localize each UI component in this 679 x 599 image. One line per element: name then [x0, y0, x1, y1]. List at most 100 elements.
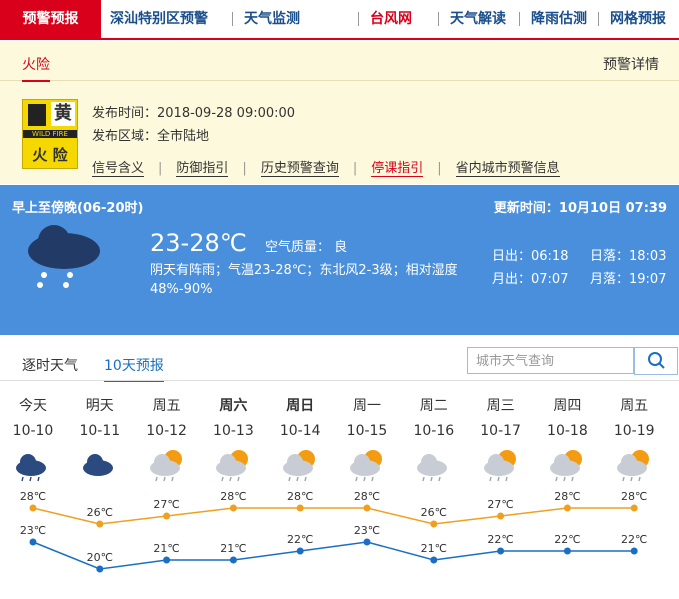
lows-label: 23℃	[20, 524, 46, 537]
separator	[232, 12, 233, 26]
warning-link[interactable]: 停课指引	[371, 161, 424, 177]
lows-label: 21℃	[153, 542, 179, 555]
weekday: 周五	[152, 398, 181, 414]
highs-point	[296, 504, 304, 512]
weather-icon	[416, 454, 447, 482]
air-quality: 空气质量： 良	[265, 240, 348, 255]
temp-chart: 28℃ 26℃ 27℃ 28℃ 28℃ 28℃ 26℃ 27℃ 28℃ 28℃ 23℃ 20℃ 21℃ 2…	[20, 490, 647, 573]
lows-point	[96, 565, 104, 573]
warning-link[interactable]: 历史预警查询	[260, 161, 339, 177]
updated: 更新时间：10月10日 07:39	[493, 201, 667, 216]
warning-link[interactable]: 信号含义	[92, 161, 145, 177]
lows-label: 23℃	[354, 524, 380, 537]
highs-point	[96, 520, 104, 528]
date: 10-15	[346, 423, 388, 439]
highs-point	[363, 504, 371, 512]
nav-item[interactable]: 降雨估测	[531, 11, 587, 27]
date: 10-16	[413, 423, 455, 439]
divider	[0, 80, 679, 81]
highs-point	[497, 512, 505, 520]
date: 10-17	[480, 423, 521, 439]
highs-label: 28℃	[287, 490, 313, 503]
weather-icon	[16, 454, 46, 482]
sunrise: 日出：06:18	[492, 249, 569, 264]
highs-label: 28℃	[220, 490, 246, 503]
highs-point	[229, 504, 237, 512]
highs-label: 28℃	[554, 490, 580, 503]
highs-label: 26℃	[87, 506, 113, 519]
today-icon	[28, 225, 100, 288]
nav-item[interactable]: 天气解读	[450, 11, 506, 27]
detail-link[interactable]: 预警详情	[603, 57, 659, 73]
icon-kind: 火 险	[32, 146, 68, 164]
highs-point	[630, 504, 638, 512]
warning-links: 信号含义 | 防御指引 | 历史预警查询 | 停课指引 | 省内城市预警信息	[92, 157, 560, 177]
weekday: 周日	[286, 398, 315, 414]
nav-item[interactable]: 天气监测	[244, 11, 300, 27]
highs-line	[32, 507, 635, 525]
moonset: 月落：19:07	[590, 272, 667, 287]
weather-icon	[149, 450, 182, 482]
separator	[598, 12, 599, 26]
date: 10-19	[613, 423, 655, 439]
nav-item[interactable]: 台风网	[370, 11, 412, 27]
lows-label: 22℃	[487, 533, 513, 546]
period: 早上至傍晚(06-20时)	[12, 201, 144, 216]
highs-label: 26℃	[421, 506, 447, 519]
today-temp: 23-28℃	[150, 229, 247, 257]
highs-label: 28℃	[354, 490, 380, 503]
lows-point	[163, 556, 171, 564]
separator	[438, 12, 439, 26]
date: 10-13	[213, 423, 254, 439]
today-desc: 阴天有阵雨；气温23-28℃；东北风2-3级；相对湿度48%-90%	[150, 263, 458, 297]
search-input[interactable]: 城市天气查询	[467, 347, 634, 374]
weekday: 周三	[486, 398, 515, 414]
date: 10-18	[547, 423, 588, 439]
warning-icon: 黄 WILD FIRE 火 险	[22, 99, 78, 169]
nav-item[interactable]: 网格预报	[610, 11, 666, 27]
highs-label: 28℃	[621, 490, 647, 503]
sunset: 日落：18:03	[590, 249, 667, 264]
weekday: 今天	[19, 398, 47, 414]
nav-item[interactable]: 深汕特别区预警	[110, 11, 208, 27]
weekday: 周五	[620, 398, 649, 414]
weekday: 周一	[353, 398, 381, 414]
lows-point	[497, 547, 505, 555]
weekday: 周二	[419, 398, 448, 414]
date: 10-11	[79, 423, 121, 439]
highs-label: 27℃	[487, 498, 513, 511]
lows-line	[32, 541, 635, 570]
lows-point	[563, 547, 571, 555]
highs-point	[430, 520, 438, 528]
warning-link[interactable]: 省内城市预警信息	[455, 161, 560, 177]
warning-tab[interactable]: 火险	[22, 54, 50, 82]
lows-point	[29, 538, 37, 546]
highs-point	[563, 504, 571, 512]
weekday: 周六	[219, 398, 248, 414]
ten-day-tab[interactable]: 10天预报	[104, 355, 164, 382]
weather-icon	[283, 450, 316, 482]
warning-link[interactable]: 防御指引	[176, 161, 229, 177]
separator: |	[352, 161, 358, 176]
weekday: 周四	[553, 398, 582, 414]
search-button[interactable]	[634, 347, 678, 375]
icon-level: 黄	[51, 102, 75, 126]
separator	[519, 12, 520, 26]
weather-icon	[550, 450, 583, 482]
lows-label: 20℃	[87, 551, 113, 564]
lows-point	[430, 556, 438, 564]
nav-item[interactable]: 预警预报	[0, 0, 101, 38]
today-panel: 早上至傍晚(06-20时) 更新时间：10月10日 07:39 23-28℃ 空…	[0, 185, 679, 335]
highs-label: 28℃	[20, 490, 46, 503]
weather-icon	[483, 450, 516, 482]
separator: |	[158, 161, 163, 176]
nav-bar	[0, 0, 679, 40]
date: 10-10	[12, 423, 54, 439]
lows-label: 22℃	[554, 533, 580, 546]
warning-time: 发布时间：2018-09-28 09:00:00	[92, 106, 296, 121]
hourly-tab[interactable]: 逐时天气	[22, 358, 78, 374]
warning-area: 发布区域：全市陆地	[92, 129, 210, 144]
lows-label: 21℃	[220, 542, 246, 555]
highs-point	[29, 504, 37, 512]
weather-icon	[350, 450, 382, 482]
